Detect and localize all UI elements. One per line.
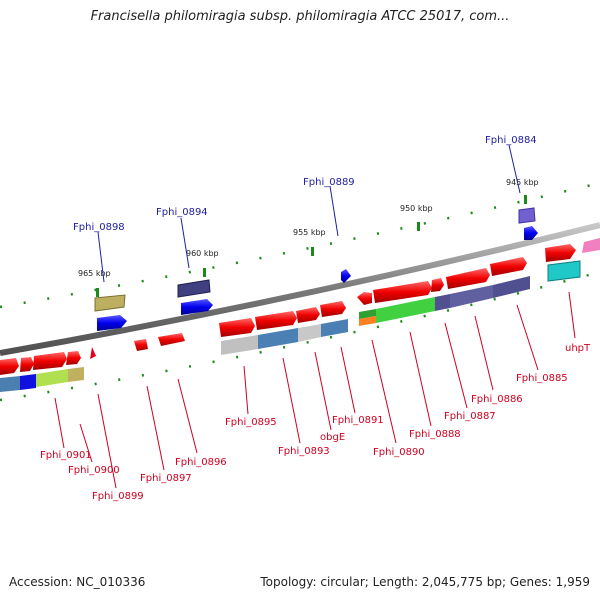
- gene-label-fphi-0896: Fphi_0896: [175, 457, 227, 468]
- gene-label-fphi-0893: Fphi_0893: [278, 446, 330, 457]
- accession-text: Accession: NC_010336: [9, 575, 146, 589]
- gene-uhpT: [545, 244, 576, 262]
- gene-label-fphi-0885: Fphi_0885: [516, 373, 568, 384]
- tick-label-965: 965 kbp: [78, 269, 111, 278]
- gene-label-fphi-0890: Fphi_0890: [373, 447, 425, 458]
- gene-label-obgE: obgE: [320, 432, 345, 443]
- gene-label-fphi-0898: Fphi_0898: [73, 222, 125, 233]
- gene-label-fphi-0886: Fphi_0886: [471, 394, 523, 405]
- scale-ticks: 965 kbp 960 kbp 955 kbp 950 kbp 945 kbp: [78, 178, 539, 297]
- tick-label-960: 960 kbp: [186, 249, 219, 258]
- cds-fphi-0884: [524, 226, 538, 240]
- gene-label-uhpT: uhpT: [565, 343, 591, 354]
- gene-label-fphi-0889: Fphi_0889: [303, 177, 355, 188]
- gene-label-fphi-0900: Fphi_0900: [68, 465, 120, 476]
- label-leader-lines: [54, 144, 576, 489]
- cds-fphi-0889: [341, 269, 351, 283]
- gene-label-fphi-0888: Fphi_0888: [409, 429, 461, 440]
- lower-feature-band: [0, 276, 530, 392]
- lower-gene-track: [0, 257, 527, 375]
- map-title: Francisella philomiragia subsp. philomir…: [90, 9, 510, 24]
- tick-label-945: 945 kbp: [506, 178, 539, 187]
- cds-fphi-0894: [181, 299, 213, 315]
- gene-labels-above: Fphi_0898 Fphi_0894 Fphi_0889 Fphi_0884: [73, 135, 537, 233]
- tick-label-955: 955 kbp: [293, 228, 326, 237]
- cds-fphi-0898: [97, 315, 127, 331]
- feature-fphi-0898: [94, 294, 126, 312]
- feature-uhpT-cyan: [547, 260, 581, 282]
- topology-text: Topology: circular; Length: 2,045,775 bp…: [260, 575, 590, 589]
- gene-label-fphi-0884: Fphi_0884: [485, 135, 537, 146]
- gene-label-fphi-0891: Fphi_0891: [332, 415, 384, 426]
- gene-right-pink: [582, 238, 600, 253]
- genome-backbone: [0, 222, 600, 356]
- gene-label-fphi-0899: Fphi_0899: [92, 491, 144, 502]
- right-feature-track: [545, 238, 600, 282]
- gene-label-fphi-0895: Fphi_0895: [225, 417, 277, 428]
- gene-label-fphi-0887: Fphi_0887: [444, 411, 496, 422]
- tick-label-950: 950 kbp: [400, 204, 433, 213]
- feature-fphi-0884: [518, 207, 536, 224]
- upper-feature-track: [94, 207, 538, 331]
- gene-labels-below: Fphi_0901 Fphi_0900 Fphi_0899 Fphi_0897 …: [40, 343, 591, 502]
- feature-fphi-0894: [177, 279, 211, 298]
- gene-label-fphi-0894: Fphi_0894: [156, 207, 208, 218]
- gene-label-fphi-0901: Fphi_0901: [40, 450, 92, 461]
- gene-label-fphi-0897: Fphi_0897: [140, 473, 192, 484]
